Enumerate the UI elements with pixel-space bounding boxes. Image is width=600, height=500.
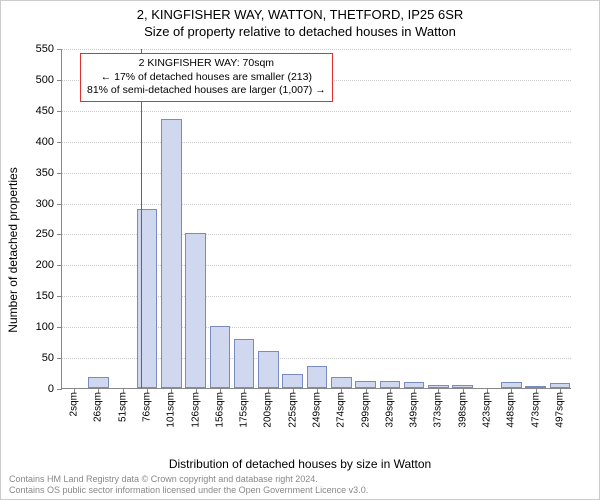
histogram-bar bbox=[380, 381, 401, 388]
y-tick-label: 450 bbox=[36, 105, 54, 117]
y-tick bbox=[57, 296, 62, 297]
histogram-bar bbox=[88, 377, 109, 388]
chart-title-address: 2, KINGFISHER WAY, WATTON, THETFORD, IP2… bbox=[1, 1, 599, 22]
histogram-bar bbox=[234, 339, 255, 388]
x-tick-label: 76sqm bbox=[142, 392, 153, 422]
x-tick-label: 26sqm bbox=[93, 392, 104, 422]
annotation-line2: ← 17% of detached houses are smaller (21… bbox=[87, 71, 326, 85]
histogram-bar bbox=[331, 377, 352, 388]
annotation-line3: 81% of semi-detached houses are larger (… bbox=[87, 84, 326, 98]
y-tick bbox=[57, 358, 62, 359]
x-tick-label: 473sqm bbox=[530, 392, 541, 428]
y-tick bbox=[57, 111, 62, 112]
x-tick-label: 200sqm bbox=[263, 392, 274, 428]
y-tick-label: 300 bbox=[36, 198, 54, 210]
x-tick-label: 274sqm bbox=[336, 392, 347, 428]
footer-line2: Contains OS public sector information li… bbox=[9, 485, 368, 496]
footer-line1: Contains HM Land Registry data © Crown c… bbox=[9, 474, 368, 485]
grid-line bbox=[62, 142, 571, 143]
y-tick-label: 250 bbox=[36, 228, 54, 240]
histogram-chart: 0501001502002503003504004505005502sqm26s… bbox=[61, 49, 571, 389]
x-tick-label: 423sqm bbox=[482, 392, 493, 428]
x-tick-label: 225sqm bbox=[287, 392, 298, 428]
y-tick bbox=[57, 49, 62, 50]
histogram-bar bbox=[161, 119, 182, 388]
x-tick-label: 349sqm bbox=[409, 392, 420, 428]
y-tick-label: 200 bbox=[36, 259, 54, 271]
footer-attribution: Contains HM Land Registry data © Crown c… bbox=[9, 474, 368, 496]
y-tick-label: 500 bbox=[36, 74, 54, 86]
x-tick-label: 51sqm bbox=[117, 392, 128, 422]
x-tick-label: 497sqm bbox=[554, 392, 565, 428]
x-axis-label: Distribution of detached houses by size … bbox=[169, 457, 431, 471]
y-tick-label: 150 bbox=[36, 290, 54, 302]
y-tick bbox=[57, 204, 62, 205]
histogram-bar bbox=[282, 374, 303, 388]
y-tick bbox=[57, 80, 62, 81]
histogram-bar bbox=[210, 326, 231, 388]
x-tick-label: 156sqm bbox=[214, 392, 225, 428]
y-tick bbox=[57, 327, 62, 328]
y-tick bbox=[57, 389, 62, 390]
y-tick-label: 550 bbox=[36, 43, 54, 55]
grid-line bbox=[62, 204, 571, 205]
chart-title-subtitle: Size of property relative to detached ho… bbox=[1, 22, 599, 39]
y-tick-label: 350 bbox=[36, 167, 54, 179]
y-tick bbox=[57, 265, 62, 266]
grid-line bbox=[62, 173, 571, 174]
y-tick bbox=[57, 173, 62, 174]
grid-line bbox=[62, 111, 571, 112]
histogram-bar bbox=[258, 351, 279, 388]
x-tick-label: 101sqm bbox=[166, 392, 177, 428]
x-tick-label: 299sqm bbox=[360, 392, 371, 428]
x-tick-label: 398sqm bbox=[457, 392, 468, 428]
y-axis-label: Number of detached properties bbox=[6, 167, 20, 332]
y-tick-label: 400 bbox=[36, 136, 54, 148]
histogram-bar bbox=[307, 366, 328, 388]
histogram-bar bbox=[355, 381, 376, 388]
annotation-line1: 2 KINGFISHER WAY: 70sqm bbox=[87, 57, 326, 71]
x-tick-label: 126sqm bbox=[190, 392, 201, 428]
x-tick-label: 249sqm bbox=[312, 392, 323, 428]
x-tick-label: 175sqm bbox=[239, 392, 250, 428]
annotation-box: 2 KINGFISHER WAY: 70sqm ← 17% of detache… bbox=[80, 53, 333, 102]
x-tick-label: 373sqm bbox=[433, 392, 444, 428]
grid-line bbox=[62, 49, 571, 50]
y-tick-label: 100 bbox=[36, 321, 54, 333]
y-tick-label: 0 bbox=[48, 383, 54, 395]
x-tick-label: 448sqm bbox=[506, 392, 517, 428]
y-tick-label: 50 bbox=[42, 352, 54, 364]
y-tick bbox=[57, 234, 62, 235]
x-tick-label: 2sqm bbox=[69, 392, 80, 416]
y-tick bbox=[57, 142, 62, 143]
x-tick-label: 329sqm bbox=[384, 392, 395, 428]
histogram-bar bbox=[185, 233, 206, 388]
histogram-bar bbox=[137, 209, 158, 388]
